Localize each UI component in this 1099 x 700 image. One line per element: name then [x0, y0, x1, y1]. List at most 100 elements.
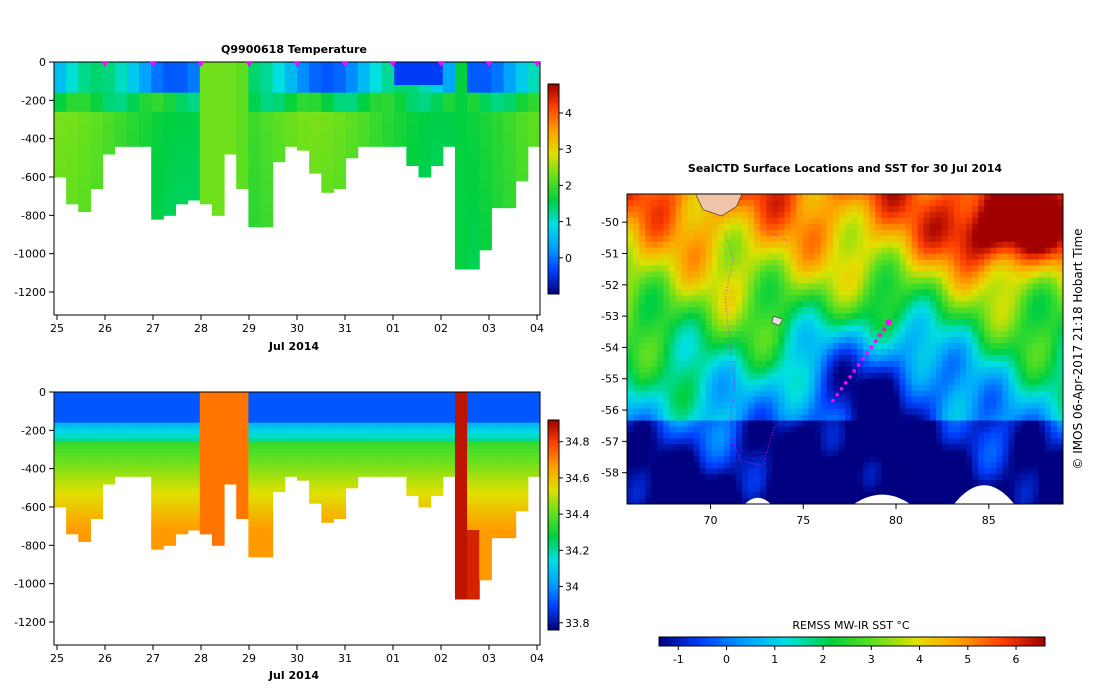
- section-cell: [260, 192, 274, 197]
- sst-cell: [941, 247, 949, 255]
- sst-cell: [699, 265, 707, 272]
- section-cell: [491, 100, 505, 105]
- sst-cell: [929, 295, 937, 302]
- section-cell: [187, 123, 201, 128]
- section-cell: [527, 73, 541, 78]
- section-cell: [491, 134, 505, 140]
- section-cell: [175, 461, 189, 466]
- section-cell: [406, 62, 419, 67]
- sst-cell: [814, 378, 822, 386]
- section-cell: [139, 441, 152, 447]
- sst-cell: [911, 349, 919, 356]
- section-cell: [382, 142, 395, 147]
- sst-cell: [748, 354, 755, 362]
- sst-cell: [893, 229, 900, 237]
- section-cell: [321, 472, 334, 477]
- section-cell: [211, 430, 225, 435]
- sst-cell: [669, 241, 676, 249]
- sst-cell: [869, 217, 876, 225]
- sst-cell: [911, 277, 919, 284]
- sst-cell: [778, 253, 785, 260]
- sst-cell: [881, 229, 888, 237]
- sst-cell: [1044, 223, 1052, 231]
- section-cell: [503, 445, 517, 450]
- section-cell: [224, 457, 237, 462]
- section-cell: [66, 491, 79, 496]
- section-cell: [236, 180, 249, 186]
- section-cell: [175, 522, 189, 527]
- sst-cell: [1002, 331, 1009, 338]
- section-cell: [151, 399, 164, 404]
- section-cell: [467, 434, 480, 439]
- profile-marker: [102, 62, 108, 67]
- sst-cell: [899, 366, 906, 374]
- sst-cell: [929, 205, 937, 213]
- sst-cell: [1014, 271, 1022, 278]
- section-cell: [479, 403, 492, 408]
- sst-cell: [869, 325, 876, 332]
- sst-cell: [966, 313, 973, 320]
- section-cell: [394, 127, 407, 132]
- sst-cell: [742, 235, 749, 243]
- sst-cell: [947, 337, 955, 344]
- section-cell: [309, 472, 322, 477]
- section-cell: [454, 257, 468, 262]
- section-cell: [394, 119, 407, 124]
- sst-cell: [729, 289, 737, 296]
- section-cell: [139, 449, 152, 454]
- sst-cell: [742, 205, 749, 213]
- sst-cell: [863, 271, 870, 278]
- section-cell: [236, 510, 249, 516]
- sst-cell: [717, 366, 725, 374]
- sst-cell: [627, 205, 634, 213]
- sst-cell: [996, 313, 1003, 320]
- sst-cell: [1038, 343, 1046, 350]
- section-cell: [479, 238, 492, 243]
- sst-cell: [1026, 199, 1034, 207]
- sst-cell: [826, 372, 834, 380]
- sst-cell: [996, 211, 1003, 219]
- section-cell: [454, 568, 468, 573]
- sst-cell: [947, 349, 955, 356]
- section-cell: [126, 411, 140, 416]
- section-cell: [272, 426, 286, 431]
- section-cell: [430, 150, 444, 155]
- sst-cell: [1044, 265, 1052, 272]
- section-cell: [418, 146, 432, 151]
- sst-cell: [645, 331, 652, 338]
- section-cell: [78, 395, 91, 401]
- section-cell: [54, 65, 67, 71]
- sst-cell: [663, 319, 670, 326]
- sst-cell: [705, 337, 713, 344]
- section-cell: [175, 476, 189, 481]
- sst-cell: [711, 229, 719, 237]
- sst-cell: [929, 265, 937, 272]
- section-cell: [236, 161, 249, 166]
- sst-cell: [645, 277, 652, 284]
- section-cell: [333, 88, 347, 94]
- sst-cell: [1056, 217, 1063, 225]
- sst-cell: [832, 223, 840, 231]
- section-cell: [236, 77, 249, 82]
- sst-cell: [917, 295, 925, 302]
- sst-cell: [693, 343, 701, 350]
- sst-cell: [851, 295, 858, 302]
- section-cell: [454, 495, 468, 500]
- section-cell: [139, 134, 152, 140]
- section-cell: [272, 487, 286, 493]
- section-cell: [467, 541, 480, 546]
- sst-cell: [772, 205, 779, 213]
- section-cell: [236, 81, 249, 86]
- section-cell: [163, 146, 176, 151]
- sst-cell: [754, 235, 761, 243]
- sst-cell: [627, 211, 634, 219]
- sst-cell: [1038, 241, 1046, 249]
- sst-cell: [657, 349, 664, 356]
- sst-cell: [851, 217, 858, 225]
- sst-cell: [990, 372, 997, 380]
- section-cell: [54, 69, 67, 74]
- sst-cell: [657, 247, 664, 255]
- section-cell: [54, 426, 67, 431]
- section-cell: [272, 449, 286, 454]
- sst-cell: [639, 331, 646, 338]
